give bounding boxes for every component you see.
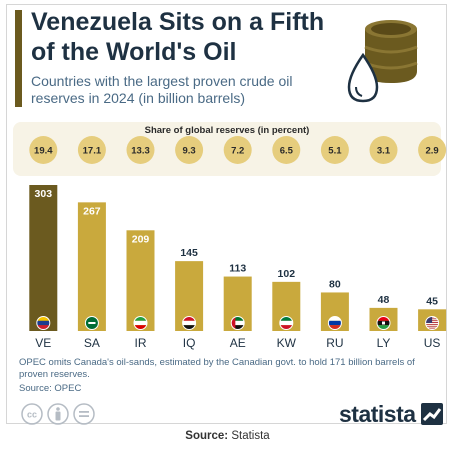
share-value-label: 9.3 [182, 146, 195, 157]
source-line: Source: OPEC [19, 383, 82, 394]
category-label: AE [230, 336, 246, 350]
share-bubble [223, 136, 252, 164]
attribution-icon [47, 403, 69, 425]
flag-sa-icon [84, 316, 99, 330]
image-caption: Source: Statista [0, 430, 455, 442]
share-value-label: 7.2 [231, 146, 244, 157]
share-value-label: 5.1 [328, 146, 342, 157]
flag-us-icon [425, 316, 440, 330]
share-bubble [126, 136, 155, 164]
flag-ve-icon [36, 316, 51, 330]
bar [29, 185, 58, 331]
title-accent-bar [15, 10, 22, 107]
oil-drop-icon [347, 52, 379, 103]
flag-ae-icon [230, 316, 245, 330]
bar-value-label: 102 [278, 268, 296, 280]
share-value-label: 13.3 [131, 146, 150, 157]
statista-logo: statista [339, 401, 443, 427]
category-label: KW [277, 336, 297, 350]
bar-value-label: 303 [35, 188, 53, 200]
statista-logo-icon [420, 403, 443, 425]
share-value-label: 19.4 [34, 146, 53, 157]
caption-label: Source: [185, 430, 229, 442]
share-bubble [320, 136, 349, 164]
category-label: VE [35, 336, 51, 350]
caption-value: Statista [231, 430, 270, 442]
bar-value-label: 267 [83, 205, 101, 217]
statista-wordmark: statista [339, 400, 416, 427]
bar-value-label: 45 [426, 295, 438, 307]
share-value-label: 6.5 [280, 146, 294, 157]
license-icons: cc [21, 403, 95, 425]
share-value-label: 17.1 [83, 146, 102, 157]
share-bubble [369, 136, 398, 164]
oil-barrel-icon [347, 20, 418, 103]
chart-title: Venezuela Sits on a Fifth of the World's… [31, 8, 325, 66]
share-panel-label: Share of global reserves (in percent) [144, 125, 310, 136]
flag-iq-icon [182, 316, 197, 330]
share-bubble [418, 136, 447, 164]
bar-chart: 19.4 303 VE 17.1 267 SA 13.3 209 IR 9.3 145 IQ 7.2 11… [29, 136, 447, 350]
footnote: OPEC omits Canada's oil-sands, estimated… [19, 357, 415, 380]
flag-ru-icon [327, 316, 342, 330]
flag-ly-icon [376, 316, 391, 330]
share-bubble [77, 136, 106, 164]
no-derivatives-icon [73, 403, 95, 425]
creative-commons-icon: cc [21, 403, 43, 425]
category-label: IR [135, 336, 147, 350]
bar [126, 230, 155, 331]
flag-ir-icon [133, 316, 148, 330]
chart-subtitle: Countries with the largest proven crude … [31, 73, 293, 106]
category-label: US [424, 336, 441, 350]
share-bubble [175, 136, 204, 164]
category-label: LY [377, 336, 391, 350]
bar-value-label: 48 [378, 294, 390, 306]
bar-value-label: 80 [329, 278, 341, 290]
share-value-label: 2.9 [425, 146, 438, 157]
bar-value-label: 113 [229, 263, 246, 275]
share-bubble [272, 136, 301, 164]
share-bubble [29, 136, 58, 164]
flag-kw-icon [279, 316, 294, 330]
bar-value-label: 209 [132, 233, 150, 245]
share-value-label: 3.1 [377, 146, 391, 157]
category-label: SA [84, 336, 100, 350]
svg-text:cc: cc [27, 410, 37, 420]
bar-value-label: 145 [180, 247, 198, 259]
bar [77, 202, 106, 331]
category-label: RU [326, 336, 343, 350]
infographic-card: Venezuela Sits on a Fifth of the World's… [6, 4, 447, 427]
category-label: IQ [183, 336, 196, 350]
